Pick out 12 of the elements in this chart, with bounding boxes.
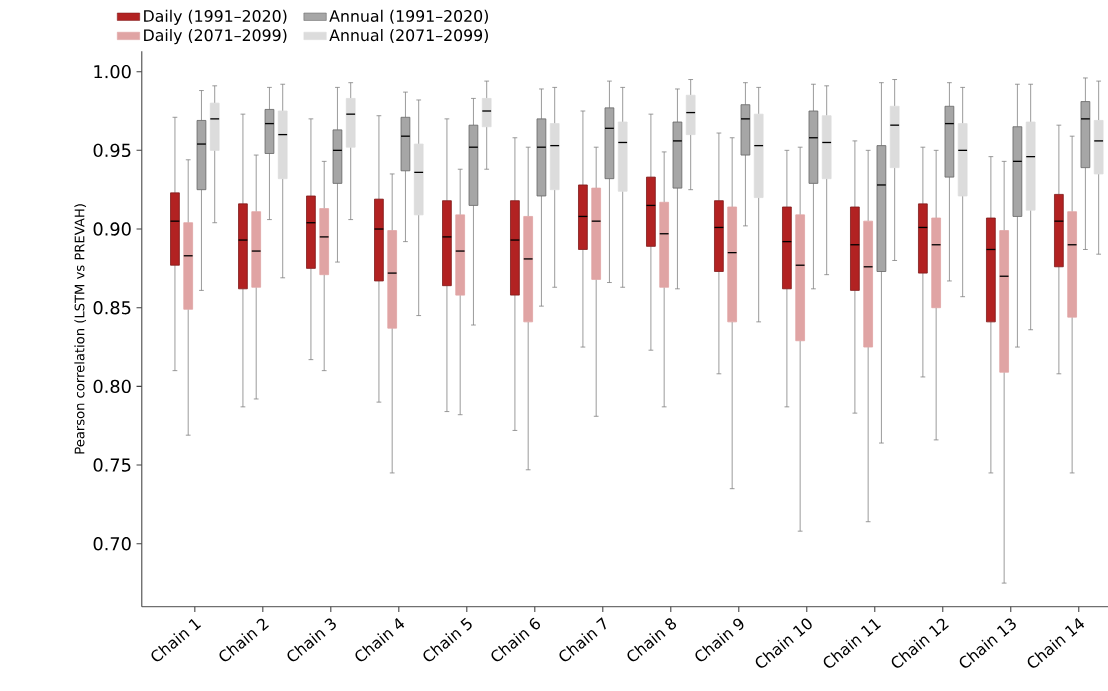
legend-label: Annual (1991–2020) bbox=[329, 9, 488, 24]
legend-label: Daily (2071–2099) bbox=[144, 28, 287, 45]
y-tick-label: 1.00 bbox=[94, 64, 131, 79]
legend-label: Annual (2071–2099) bbox=[329, 28, 488, 43]
y-axis-title: Pearson correlation (LSTM vs PREVAH) bbox=[74, 204, 87, 454]
y-tick-label: 0.75 bbox=[93, 458, 131, 472]
legend-label: Daily (1991–2020) bbox=[144, 9, 287, 25]
y-tick-label: 0.90 bbox=[93, 222, 131, 236]
y-tick-label: 0.95 bbox=[93, 143, 131, 157]
y-tick-label: 0.80 bbox=[93, 379, 131, 393]
y-tick-label: 0.70 bbox=[93, 536, 131, 551]
y-tick-label: 0.85 bbox=[93, 300, 131, 315]
